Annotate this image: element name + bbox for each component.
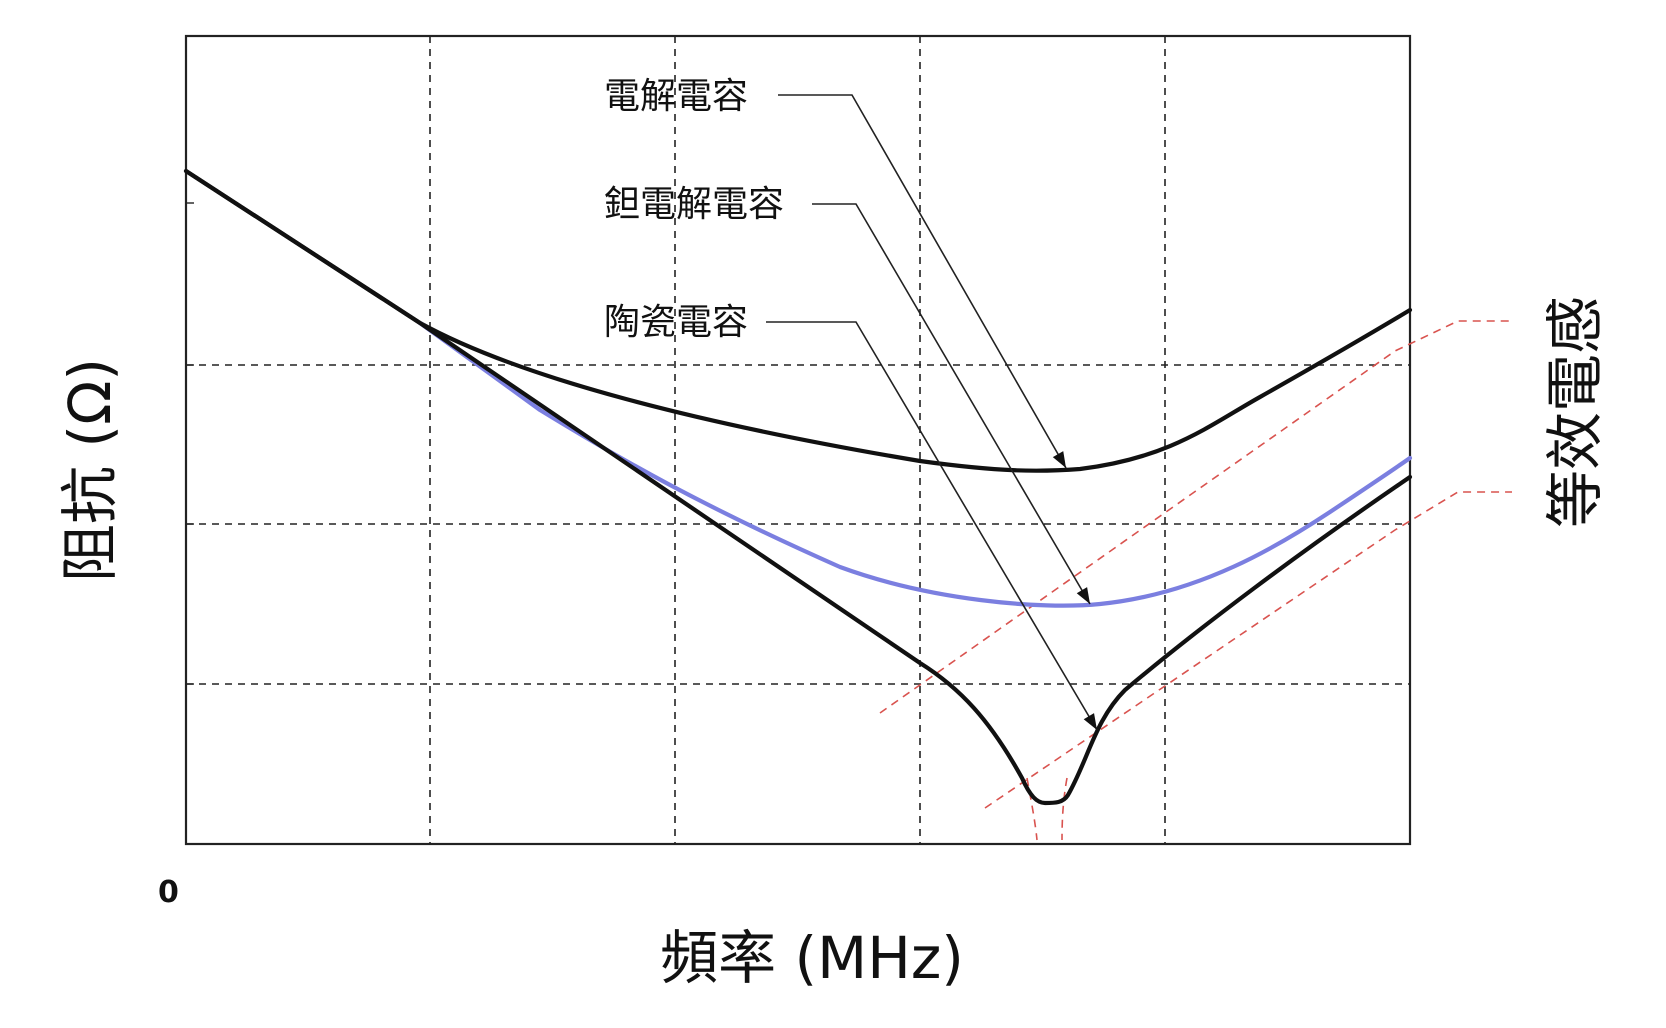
series-curve-ceramic [183,168,1413,806]
series-curve-aluminum-electrolytic [183,168,1413,473]
series-label-tantalum-electrolytic: 鉭電解電容 [604,184,784,225]
esl-line-2 [984,491,1512,809]
pointer-ceramic-arrowhead [1083,713,1097,730]
x-axis-title: 頻率 (MHz) [660,924,964,992]
secondary-axis-title-esl: 等效電感 [1541,296,1609,528]
y-axis-title: 阻抗 (Ω) [56,358,124,582]
pointer-aluminum-electrolytic [778,94,1067,469]
series-curve-tantalum-electrolytic [417,320,1413,608]
esl-line-1 [879,320,1512,714]
grid [186,36,1410,844]
pointer-aluminum-electrolytic-arrowhead [1052,451,1066,468]
impedance-curves [183,168,1413,806]
x-tick-label-zero: 0 [158,875,179,910]
series-label-ceramic: 陶瓷電容 [604,302,748,343]
series-label-aluminum-electrolytic: 電解電容 [604,76,748,117]
pointer-ceramic [766,321,1098,731]
pointer-tantalum-electrolytic [812,203,1091,605]
esl-line-4 [1061,777,1068,841]
esl-reference-lines [879,320,1512,841]
axis-ticks [186,202,194,685]
annotation-pointers [766,94,1098,731]
pointer-tantalum-electrolytic-arrowhead [1076,587,1090,604]
esl-line-3 [1026,777,1038,841]
